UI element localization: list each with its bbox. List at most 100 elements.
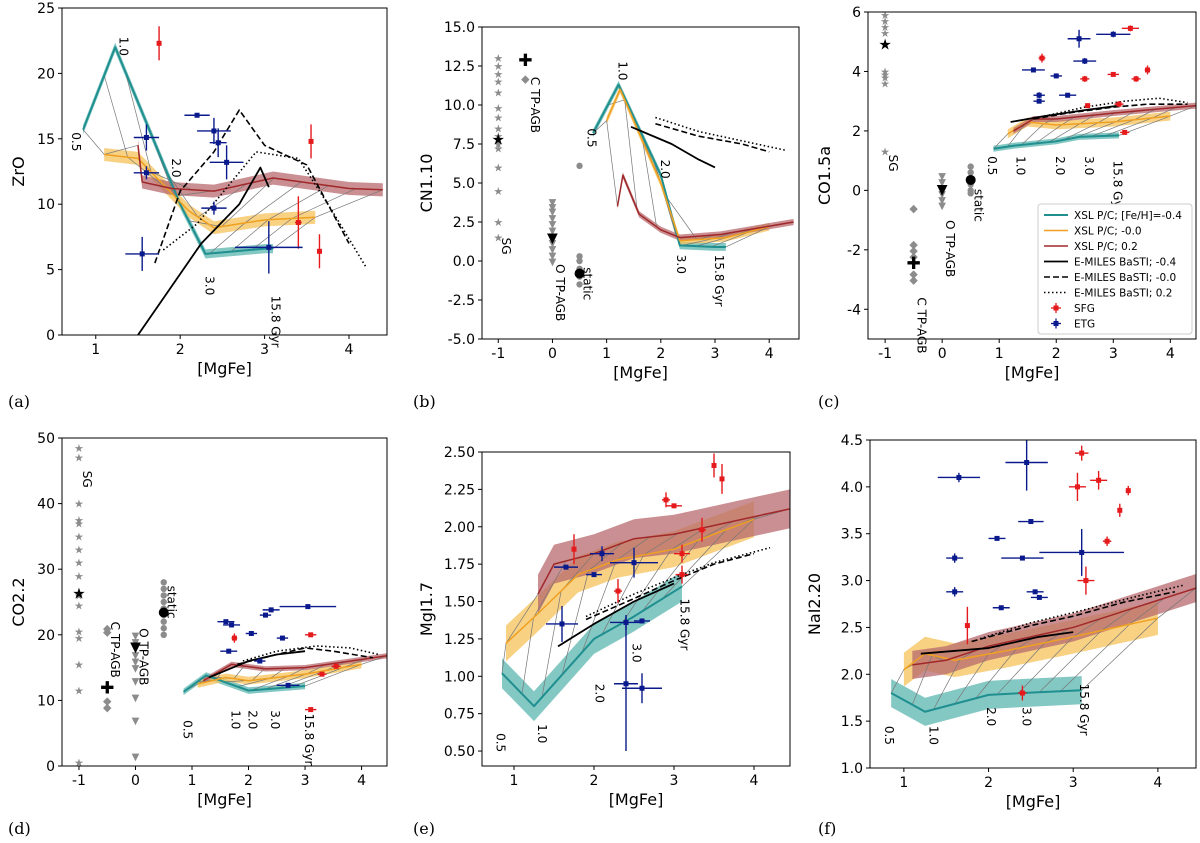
- library-star-c-tpagb: ◆: [103, 622, 112, 635]
- etg-point: [223, 622, 241, 628]
- etg-point: [610, 614, 642, 630]
- y-tick-label: 0.75: [444, 707, 475, 723]
- library-star-sg: ★: [880, 65, 890, 78]
- sfg-point: [674, 544, 690, 563]
- point-marker: [295, 220, 301, 226]
- point-marker: [711, 462, 717, 468]
- sfg-point: [1090, 470, 1108, 490]
- age-annotation: 2.0: [984, 707, 998, 726]
- library-star-static: [967, 163, 974, 170]
- library-star-c-tpagb: ◆: [909, 238, 918, 251]
- point-marker: [223, 619, 229, 625]
- series-line-brown: [616, 174, 794, 239]
- etg-point: [276, 682, 300, 688]
- library-star-sg: ★: [493, 185, 503, 198]
- library-star-sg: ★: [493, 60, 503, 73]
- library-star-sg: ★: [493, 143, 503, 156]
- library-star-c-tpagb: ◆: [909, 250, 918, 263]
- y-tick-label: 15.0: [444, 20, 475, 36]
- library-star-static: [160, 625, 167, 632]
- point-marker: [1079, 450, 1085, 456]
- point-marker: [1145, 67, 1151, 73]
- x-tick-label: 1: [510, 773, 519, 789]
- sfg-point: [305, 707, 317, 713]
- library-star-o-tpagb: ▼: [938, 195, 946, 206]
- age-annotation: 1.0: [926, 726, 940, 745]
- legend-label: XSL P/C; [Fe/H]=-0.4: [1074, 210, 1182, 222]
- y-tick-label: 50: [37, 431, 55, 447]
- etg-point: [1067, 29, 1091, 48]
- group-label: SG: [499, 238, 513, 255]
- x-tick-label: 1: [188, 773, 197, 789]
- legend-label: E-MILES BaSTI; 0.2: [1074, 288, 1172, 300]
- library-mean-sg: ★: [492, 130, 505, 148]
- point-marker: [262, 612, 268, 618]
- point-marker: [308, 707, 314, 713]
- panel-label: (e): [413, 819, 435, 838]
- y-tick-label: 1.50: [444, 595, 475, 611]
- sfg-point: [316, 234, 322, 269]
- y-tick-label: 20: [37, 66, 55, 82]
- point-marker: [308, 138, 314, 144]
- etg-point: [1096, 31, 1131, 38]
- y-tick-label: -2.5: [448, 293, 475, 309]
- y-tick-label: 2.0: [841, 667, 863, 683]
- library-star-o-tpagb: ▼: [132, 752, 140, 763]
- library-star-sg: ★: [74, 517, 84, 530]
- age-annotation: 1.0: [116, 37, 130, 56]
- library-star-o-tpagb: ▼: [549, 238, 557, 249]
- series-line-dashed: [585, 552, 755, 621]
- group-label: SG: [80, 471, 94, 488]
- etg-point: [245, 630, 257, 636]
- point-marker: [268, 607, 274, 613]
- etg-point: [133, 166, 160, 180]
- library-mean-static: [965, 174, 976, 185]
- etg-point: [1030, 594, 1048, 600]
- sfg-point: [294, 196, 302, 249]
- library-star-sg: ★: [74, 632, 84, 645]
- sfg-point: [1018, 685, 1027, 701]
- series-line-solid: [920, 631, 1074, 655]
- library-star-sg: ★: [880, 146, 890, 159]
- group-label: C TP-AGB: [108, 622, 122, 678]
- library-star-sg: ★: [74, 557, 84, 570]
- y-axis-label: CN1.10: [417, 154, 436, 213]
- library-star-static: [160, 585, 167, 593]
- point-marker: [719, 476, 725, 482]
- point-marker: [1019, 690, 1025, 696]
- library-mean-o-tpagb: ▼: [130, 640, 141, 656]
- etg-point: [254, 658, 266, 664]
- series-line-teal: [182, 674, 306, 693]
- y-axis-label: MgI1.7: [417, 582, 436, 636]
- point-marker: [156, 40, 162, 46]
- library-star-static: [160, 598, 167, 606]
- point-marker: [139, 251, 145, 257]
- x-tick-label: 2: [176, 342, 185, 358]
- etg-point: [197, 117, 231, 145]
- etg-point: [1033, 98, 1045, 104]
- legend-label: SFG: [1074, 303, 1095, 315]
- age-annotation: 1.0: [616, 61, 630, 80]
- etg-point: [1033, 92, 1045, 99]
- point-marker: [591, 572, 597, 578]
- etg-point: [1073, 58, 1097, 65]
- y-tick-label: 0.0: [453, 254, 475, 270]
- sfg-point: [1080, 75, 1090, 82]
- group-label: O TP-AGB: [136, 628, 150, 685]
- etg-point: [1026, 589, 1044, 595]
- sfg-point: [1102, 536, 1112, 546]
- point-marker: [308, 632, 314, 638]
- x-tick-label: 3: [711, 346, 720, 362]
- age-annotation: 0.5: [493, 733, 507, 752]
- series-line-solid: [208, 650, 306, 679]
- point-marker: [1082, 58, 1088, 64]
- series-line-brown: [537, 508, 790, 595]
- point-marker: [631, 560, 637, 566]
- series-line-brown: [137, 145, 383, 192]
- age-annotation: 15.8 Gyr: [712, 255, 726, 307]
- panel-e: 1 2 3 4 0.50 0.75 1.00 1.25 1.50 1.75 2.00 2.25 2.50…: [413, 445, 791, 838]
- etg-point: [184, 112, 210, 118]
- series-line-dotted: [1044, 97, 1188, 117]
- series-line-solid: [137, 166, 270, 335]
- series-line-orange: [197, 663, 362, 685]
